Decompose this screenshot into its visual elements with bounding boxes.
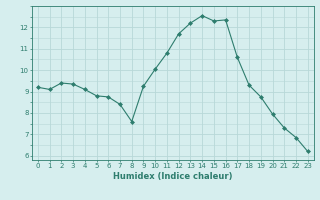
- X-axis label: Humidex (Indice chaleur): Humidex (Indice chaleur): [113, 172, 233, 181]
